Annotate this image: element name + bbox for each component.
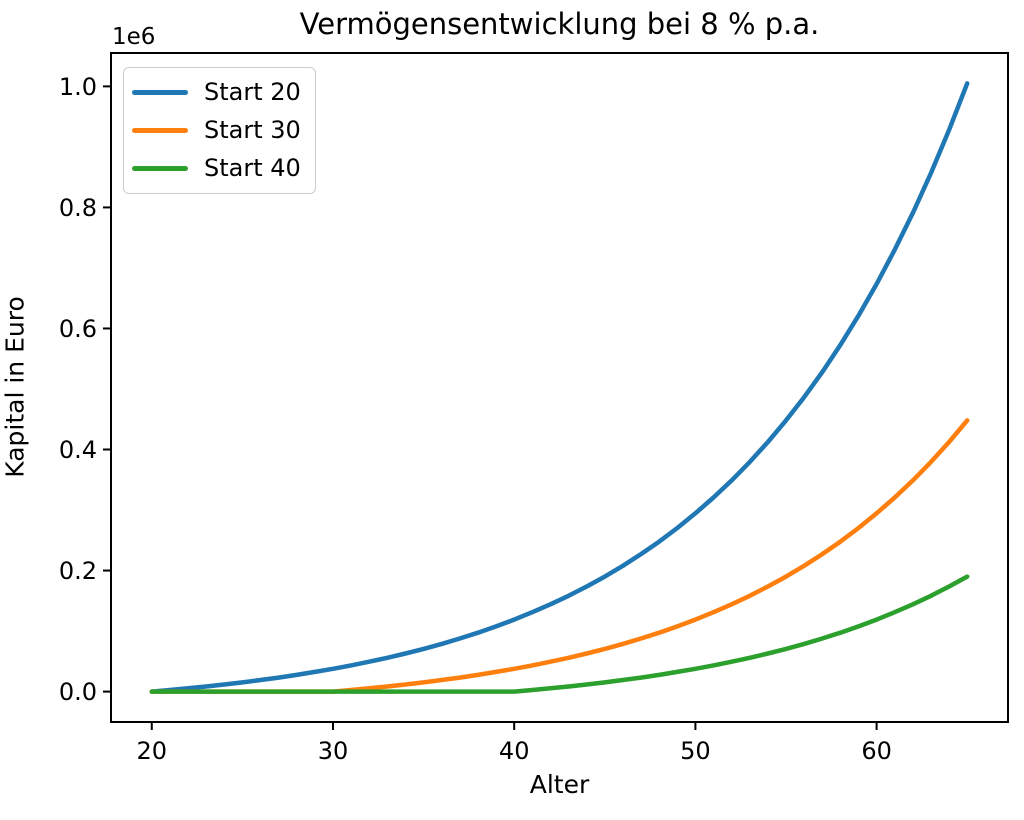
y-axis-offset-text: 1e6 <box>112 24 156 50</box>
x-axis: 20 30 40 50 60 <box>136 722 892 765</box>
y-tick-label: 0.6 <box>59 315 97 343</box>
x-tick-label: 50 <box>680 737 711 765</box>
series-line-start-40 <box>149 574 970 694</box>
legend-label-start-40: Start 40 <box>204 154 301 182</box>
y-axis: 0.0 0.2 0.4 0.6 0.8 1.0 <box>59 73 111 706</box>
y-tick-label: 0.4 <box>59 436 97 464</box>
legend-label-start-20: Start 20 <box>204 78 301 106</box>
series-lines <box>149 81 970 694</box>
legend-label-start-30: Start 30 <box>204 116 301 144</box>
y-tick-label: 1.0 <box>59 73 97 101</box>
legend-swatch-start-20-line <box>132 90 188 95</box>
y-tick-label: 0.2 <box>59 557 97 585</box>
legend-swatch-start-30-line <box>132 128 188 133</box>
legend-swatch-start-40-line <box>132 166 188 171</box>
x-tick-label: 40 <box>499 737 530 765</box>
x-tick-label: 20 <box>136 737 167 765</box>
legend-item-start-30: Start 30 <box>132 116 301 145</box>
chart-title: Vermögensentwicklung bei 8 % p.a. <box>299 7 820 41</box>
series-line-start-30 <box>149 418 970 694</box>
legend-item-start-40: Start 40 <box>132 154 301 183</box>
x-tick-label: 60 <box>861 737 892 765</box>
axes-box <box>110 52 1009 723</box>
y-tick-label: 0.0 <box>59 678 97 706</box>
y-tick-label: 0.8 <box>59 194 97 222</box>
plot-spines <box>110 52 1009 723</box>
legend: Start 20 Start 30 Start 40 <box>123 67 316 194</box>
x-axis-label: Alter <box>529 770 590 799</box>
series-line-start-20 <box>149 81 970 694</box>
legend-item-start-20: Start 20 <box>132 78 301 107</box>
x-tick-label: 30 <box>318 737 349 765</box>
